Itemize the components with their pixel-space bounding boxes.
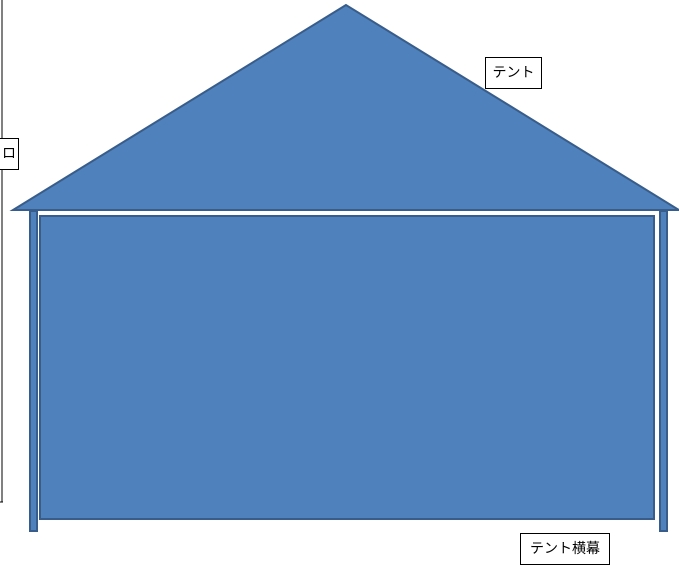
tent-label-text: テント xyxy=(492,65,535,81)
cutoff-label-box: ロ xyxy=(0,138,19,170)
right-pole xyxy=(659,210,668,532)
tent-banner-label-text: テント横幕 xyxy=(530,541,600,557)
tent-banner xyxy=(39,215,655,520)
tent-banner-label-box: テント横幕 xyxy=(520,533,610,565)
tent-roof xyxy=(9,3,679,211)
cutoff-label-text: ロ xyxy=(2,146,16,162)
tent-label-box: テント xyxy=(485,57,542,89)
left-pole xyxy=(29,210,38,532)
